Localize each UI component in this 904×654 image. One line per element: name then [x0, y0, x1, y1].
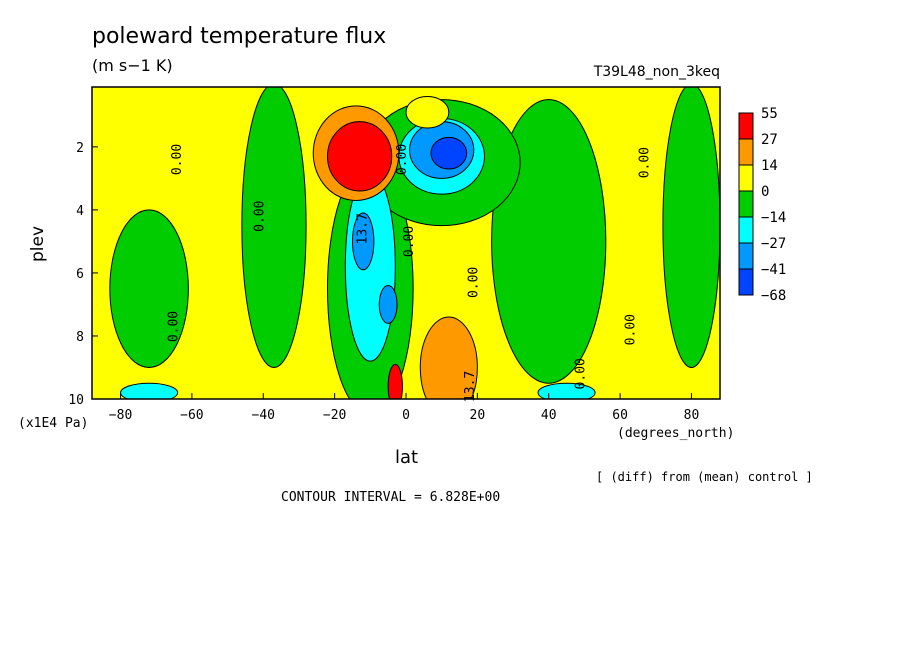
x-tick-label-8: 80	[684, 408, 700, 423]
colorbar-label-0: 55	[761, 106, 778, 122]
run-label: T39L48_non_3keq	[593, 64, 720, 80]
contour-label-3: 0.00	[395, 144, 410, 175]
y-tick-label-3: 8	[76, 330, 84, 345]
x-tick-label-6: 40	[541, 408, 557, 423]
colorbar-label-1: 27	[761, 132, 778, 148]
contour-label-9: 13.7	[356, 213, 371, 244]
field-region-18	[537, 382, 596, 399]
diff-note: [ (diff) from (mean) control ]	[596, 470, 813, 484]
x-axis-label: lat	[395, 447, 419, 468]
colorbar-swatch-6	[738, 268, 754, 296]
contour-label-8: 0.00	[573, 358, 588, 389]
contour-label-2: 0.00	[167, 311, 182, 342]
x-tick-label-3: −20	[323, 408, 346, 423]
colorbar-label-2: 14	[761, 158, 778, 174]
colorbar-swatch-1	[738, 138, 754, 166]
field-region-13	[405, 95, 450, 129]
x-tick-label-1: −60	[180, 408, 203, 423]
x-tick-label-5: 20	[470, 408, 486, 423]
colorbar-label-5: −27	[761, 236, 786, 252]
field-region-4	[662, 87, 720, 368]
contour-label-6: 0.00	[638, 147, 653, 178]
colorbar-swatch-0	[738, 112, 754, 140]
field-region-9	[351, 212, 375, 271]
x-tick-label-2: −40	[252, 408, 275, 423]
chart-title: poleward temperature flux	[92, 24, 387, 49]
colorbar-label-6: −41	[761, 262, 786, 278]
field-region-1	[109, 209, 189, 368]
colorbar-swatch-4	[738, 216, 754, 244]
field-region-10	[378, 285, 398, 324]
field-region-16	[419, 316, 478, 399]
field-region-12	[430, 136, 468, 170]
contour-label-0: 0.00	[170, 144, 185, 175]
x-tick-label-7: 60	[612, 408, 628, 423]
y-tick-label-2: 6	[76, 267, 84, 282]
colorbar-label-3: 0	[761, 184, 769, 200]
contour-interval: CONTOUR INTERVAL = 6.828E+00	[281, 490, 501, 505]
contour-label-5: 0.00	[466, 267, 481, 298]
y-tick-label-0: 2	[76, 141, 84, 156]
y-axis-units: (x1E4 Pa)	[18, 416, 89, 431]
x-tick-label-4: 0	[402, 408, 410, 423]
colorbar-swatch-3	[738, 190, 754, 218]
field-region-19	[120, 382, 179, 399]
colorbar-swatch-5	[738, 242, 754, 270]
contour-label-1: 0.00	[252, 201, 267, 232]
contour-label-10: 13.7	[463, 371, 478, 402]
contour-label-4: 0.00	[402, 226, 417, 257]
colorbar-label-4: −14	[761, 210, 786, 226]
field-region-17	[387, 363, 403, 399]
contour-label-7: 0.00	[623, 314, 638, 345]
y-tick-label-4: 10	[68, 393, 84, 408]
field-region-15	[327, 121, 393, 192]
x-tick-label-0: −80	[109, 408, 132, 423]
field-region-2	[241, 87, 307, 368]
colorbar-label-7: −68	[761, 288, 786, 304]
colorbar-swatch-2	[738, 164, 754, 192]
y-tick-label-1: 4	[76, 204, 84, 219]
chart-units: (m s−1 K)	[92, 56, 173, 75]
x-axis-units: (degrees_north)	[617, 426, 735, 441]
field-region-3	[491, 99, 607, 384]
